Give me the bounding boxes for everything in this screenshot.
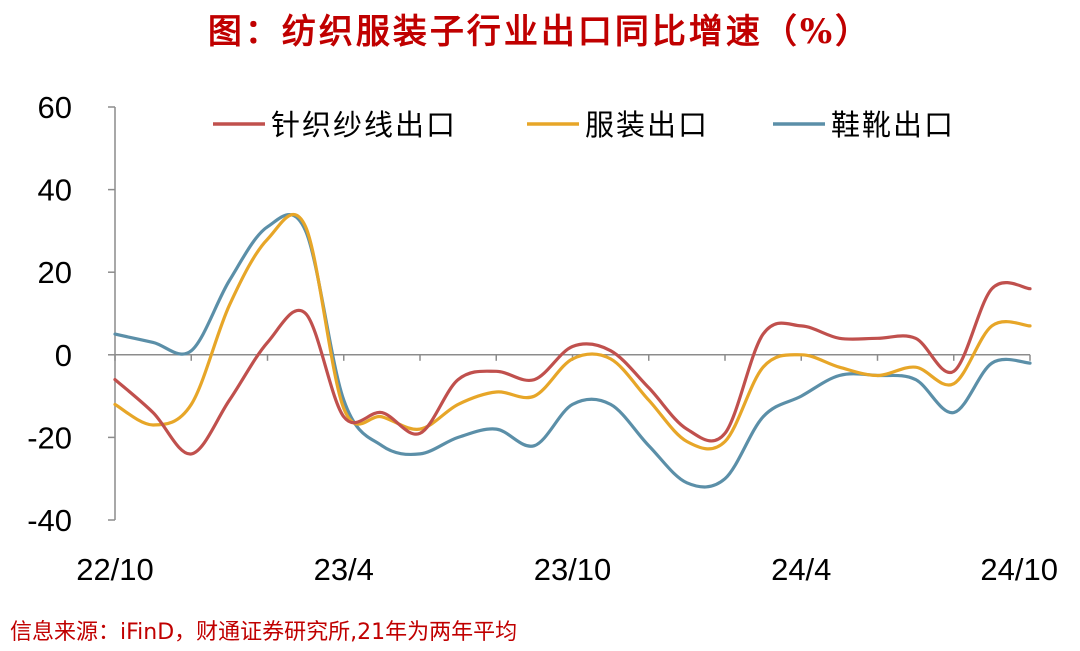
legend-label: 服装出口: [585, 108, 709, 142]
legend-label: 针织纱线出口: [271, 108, 457, 142]
x-tick-label: 23/10: [534, 552, 612, 587]
x-tick-label: 24/4: [771, 552, 831, 587]
source-note: 信息来源：iFinD，财通证券研究所,21年为两年平均: [10, 620, 518, 645]
y-tick-label: -40: [27, 503, 72, 538]
x-tick-label: 23/4: [314, 552, 374, 587]
chart-title: 图：纺织服装子行业出口同比增速（%）: [207, 12, 873, 52]
y-tick-label: 20: [38, 255, 72, 290]
series-line: [113, 212, 1032, 451]
series-line: [113, 212, 1032, 489]
y-tick-label: 0: [55, 338, 72, 373]
y-tick-label: 60: [38, 90, 72, 125]
series-line: [113, 281, 1032, 456]
legend: 针织纱线出口 服装出口 鞋靴出口: [213, 108, 955, 142]
legend-label: 鞋靴出口: [831, 108, 955, 142]
x-tick-label: 24/10: [980, 552, 1058, 587]
x-tick-label: 22/10: [76, 552, 154, 587]
y-tick-label: -20: [27, 420, 72, 455]
y-tick-label: 40: [38, 173, 72, 208]
series-lines: [113, 212, 1032, 489]
